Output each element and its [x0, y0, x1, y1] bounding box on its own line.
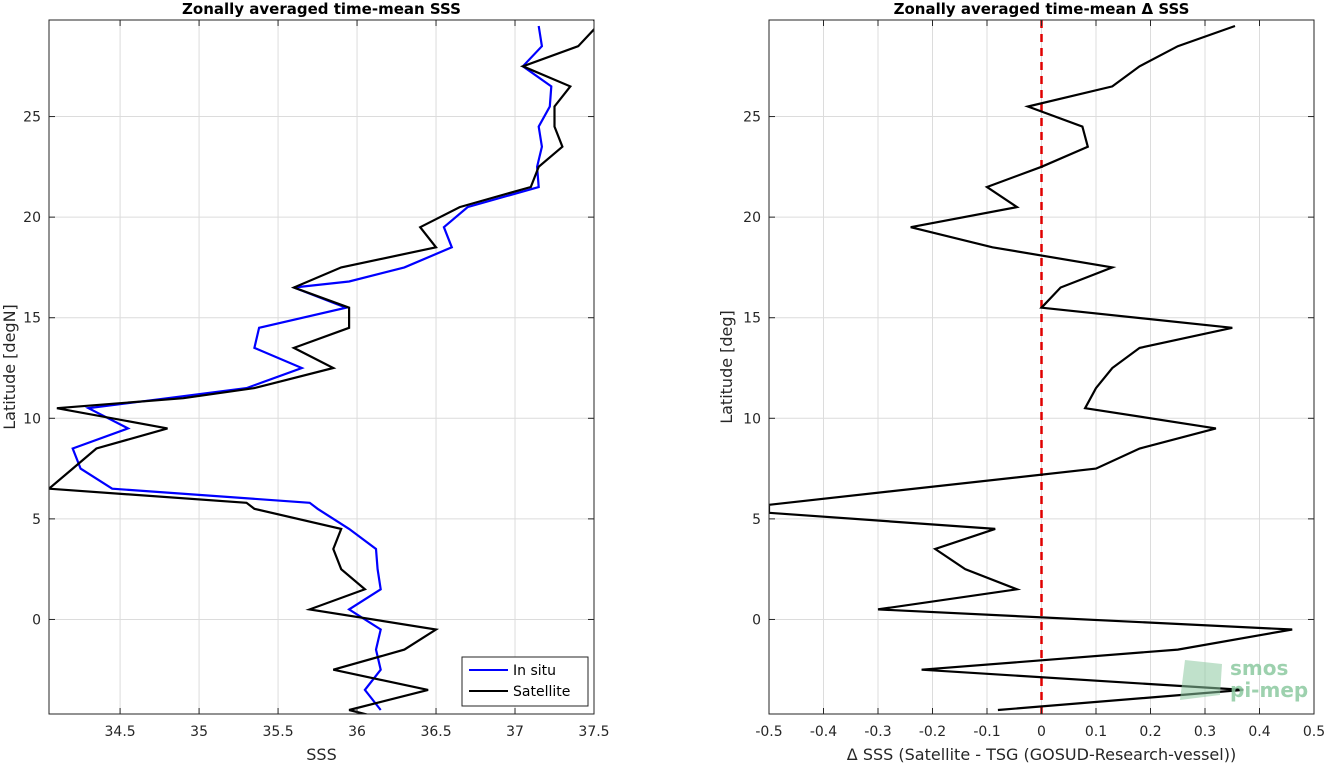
sss-series-layer — [49, 20, 594, 714]
logo-text-smos: smos — [1230, 656, 1288, 680]
x-tick-label: -0.5 — [755, 724, 782, 740]
x-tick-label: 0.1 — [1085, 724, 1107, 740]
delta-chart-title: Zonally averaged time-mean Δ SSS — [894, 0, 1190, 18]
delta-ticks: -0.5 -0.4 -0.3 -0.2 -0.1 0 0.1 0.2 0.3 0.4 0.5 0 5 10… — [743, 20, 1325, 740]
delta-y-axis-label: Latitude [deg] — [717, 310, 736, 424]
x-tick-label: 0.2 — [1139, 724, 1161, 740]
legend: In situ Satellite — [461, 656, 589, 707]
x-tick-label: -0.3 — [864, 724, 891, 740]
sss-chart-title: Zonally averaged time-mean SSS — [182, 0, 461, 18]
delta-sss-panel: -0.5 -0.4 -0.3 -0.2 -0.1 0 0.1 0.2 0.3 0.4 0.5 0 5 10… — [717, 0, 1325, 764]
x-tick-label: -0.4 — [810, 724, 837, 740]
y-tick-label: 15 — [23, 311, 41, 327]
y-tick-label: 10 — [743, 411, 761, 427]
x-tick-label: -0.1 — [973, 724, 1000, 740]
series-line-in-situ — [71, 25, 553, 711]
logo-mark — [1180, 660, 1222, 700]
x-tick-label: 35 — [190, 724, 208, 740]
y-tick-label: 0 — [752, 612, 761, 628]
x-tick-label: 0.4 — [1248, 724, 1270, 740]
y-tick-label: 10 — [23, 411, 41, 427]
x-tick-label: -0.2 — [919, 724, 946, 740]
y-tick-label: 20 — [743, 210, 761, 226]
x-tick-label: 37 — [506, 724, 524, 740]
y-tick-label: 0 — [32, 612, 41, 628]
legend-label-in-situ: In situ — [513, 663, 556, 679]
x-tick-label: 37.5 — [578, 724, 609, 740]
delta-series-layer — [769, 24, 1293, 712]
x-tick-label: 36.5 — [420, 724, 451, 740]
sss-y-axis-label: Latitude [degN] — [0, 304, 19, 430]
legend-box — [461, 656, 589, 707]
legend-label-satellite: Satellite — [513, 684, 570, 700]
sss-panel: 34.5 35 35.5 36 36.5 37 37.5 0 5 10 15 20 25 Zonally… — [0, 0, 610, 764]
sss-x-axis-label: SSS — [306, 745, 336, 764]
sss-grid — [49, 20, 595, 714]
x-tick-label: 0 — [1037, 724, 1046, 740]
delta-x-axis-label: Δ SSS (Satellite - TSG (GOSUD-Research-v… — [847, 745, 1236, 764]
smos-pi-mep-logo: smos pi-mep — [1180, 656, 1308, 702]
y-tick-label: 25 — [743, 110, 761, 126]
x-tick-label: 36 — [348, 724, 366, 740]
x-tick-label: 34.5 — [105, 724, 136, 740]
series-line-delta-sss — [769, 24, 1293, 712]
logo-text-pi-mep: pi-mep — [1230, 678, 1308, 702]
x-tick-label: 35.5 — [262, 724, 293, 740]
series-line-satellite — [49, 20, 594, 714]
sss-ticks: 34.5 35 35.5 36 36.5 37 37.5 0 5 10 15 20 25 — [23, 20, 610, 740]
x-tick-label: 0.3 — [1194, 724, 1216, 740]
y-tick-label: 20 — [23, 210, 41, 226]
sss-axes-frame — [48, 19, 595, 715]
y-tick-label: 25 — [23, 110, 41, 126]
y-tick-label: 5 — [32, 512, 41, 528]
y-tick-label: 15 — [743, 311, 761, 327]
x-tick-label: 0.5 — [1303, 724, 1325, 740]
y-tick-label: 5 — [752, 512, 761, 528]
